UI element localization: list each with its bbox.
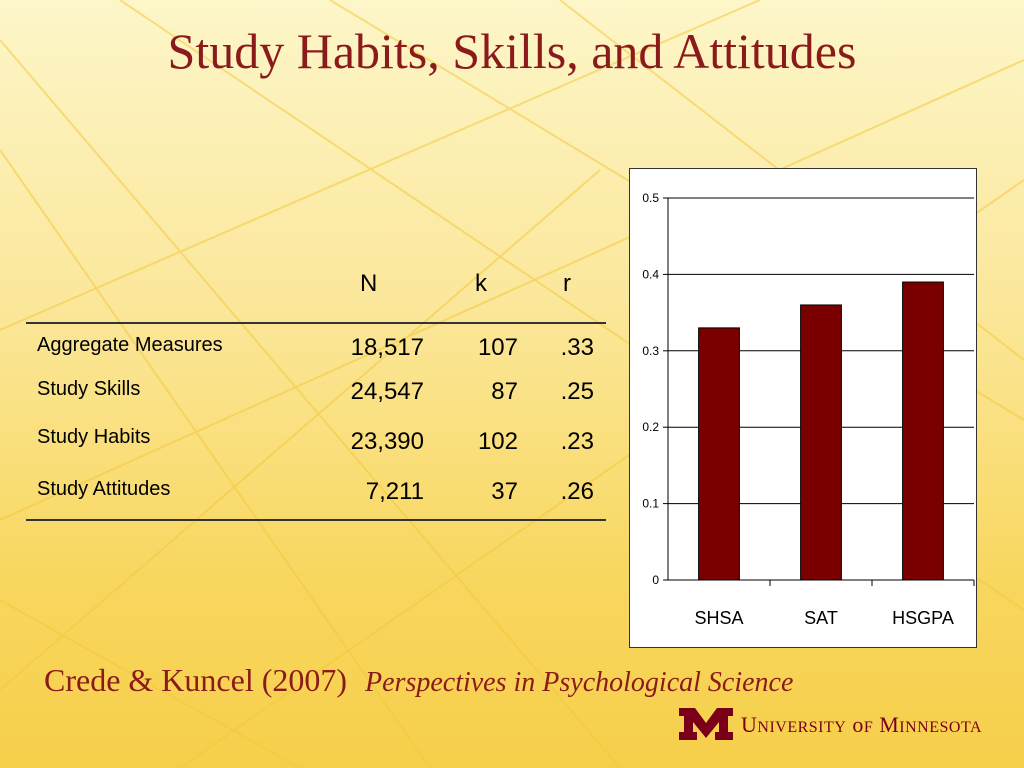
cell-r: .26 — [560, 478, 594, 505]
bar — [800, 304, 842, 581]
row-label: Study Attitudes — [37, 478, 171, 500]
cell-r: .23 — [560, 428, 594, 455]
y-tick-label: 0 — [652, 573, 659, 587]
row-label: Aggregate Measures — [37, 334, 223, 356]
bar — [902, 281, 944, 581]
citation-authors: Crede & Kuncel (2007) — [44, 662, 348, 698]
x-tick-label: HSGPA — [892, 608, 954, 628]
column-header-n: N — [360, 270, 378, 297]
table-bottom-rule — [26, 519, 606, 521]
bar — [698, 327, 740, 581]
y-tick-label: 0.3 — [642, 344, 659, 358]
cell-n: 18,517 — [350, 334, 424, 361]
row-label: Study Skills — [37, 378, 141, 400]
cell-r: .25 — [560, 378, 594, 405]
cell-k: 107 — [477, 334, 518, 361]
page-title: Study Habits, Skills, and Attitudes — [167, 23, 857, 79]
table-row: Study Attitudes 7,211 37 .26 — [26, 476, 606, 516]
column-header-k: k — [475, 270, 487, 297]
y-tick-label: 0.5 — [642, 191, 659, 205]
cell-k: 87 — [491, 378, 518, 405]
bar-chart-svg: 0 0.1 0.2 0.3 0.4 0.5 SHSA SAT HSGPA — [642, 191, 975, 628]
y-tick-label: 0.2 — [642, 420, 659, 434]
cell-n: 23,390 — [350, 428, 424, 455]
y-tick-label: 0.4 — [642, 267, 659, 281]
table-row: Study Habits 23,390 102 .23 — [26, 426, 606, 466]
table-row: Aggregate Measures 18,517 107 .33 — [26, 332, 606, 372]
table-top-rule — [26, 322, 606, 324]
y-tick-label: 0.1 — [642, 497, 659, 511]
cell-n: 24,547 — [350, 378, 424, 405]
x-tick-label: SAT — [804, 608, 838, 628]
cell-k: 37 — [491, 478, 518, 505]
university-m-logo — [679, 708, 733, 740]
cell-k: 102 — [477, 428, 518, 455]
table-row: Study Skills 24,547 87 .25 — [26, 376, 606, 416]
column-header-r: r — [563, 270, 571, 297]
citation-journal: Perspectives in Psychological Science — [365, 667, 794, 698]
bar-chart: 0 0.1 0.2 0.3 0.4 0.5 SHSA SAT HSGPA — [629, 168, 977, 648]
x-tick-label: SHSA — [694, 608, 743, 628]
cell-n: 7,211 — [365, 478, 424, 505]
cell-r: .33 — [560, 334, 594, 361]
university-name: UNIVERSITY oF MINNESOTA — [741, 712, 983, 737]
citation: Crede & Kuncel (2007) Perspectives in Psy… — [44, 662, 793, 699]
row-label: Study Habits — [37, 426, 151, 448]
